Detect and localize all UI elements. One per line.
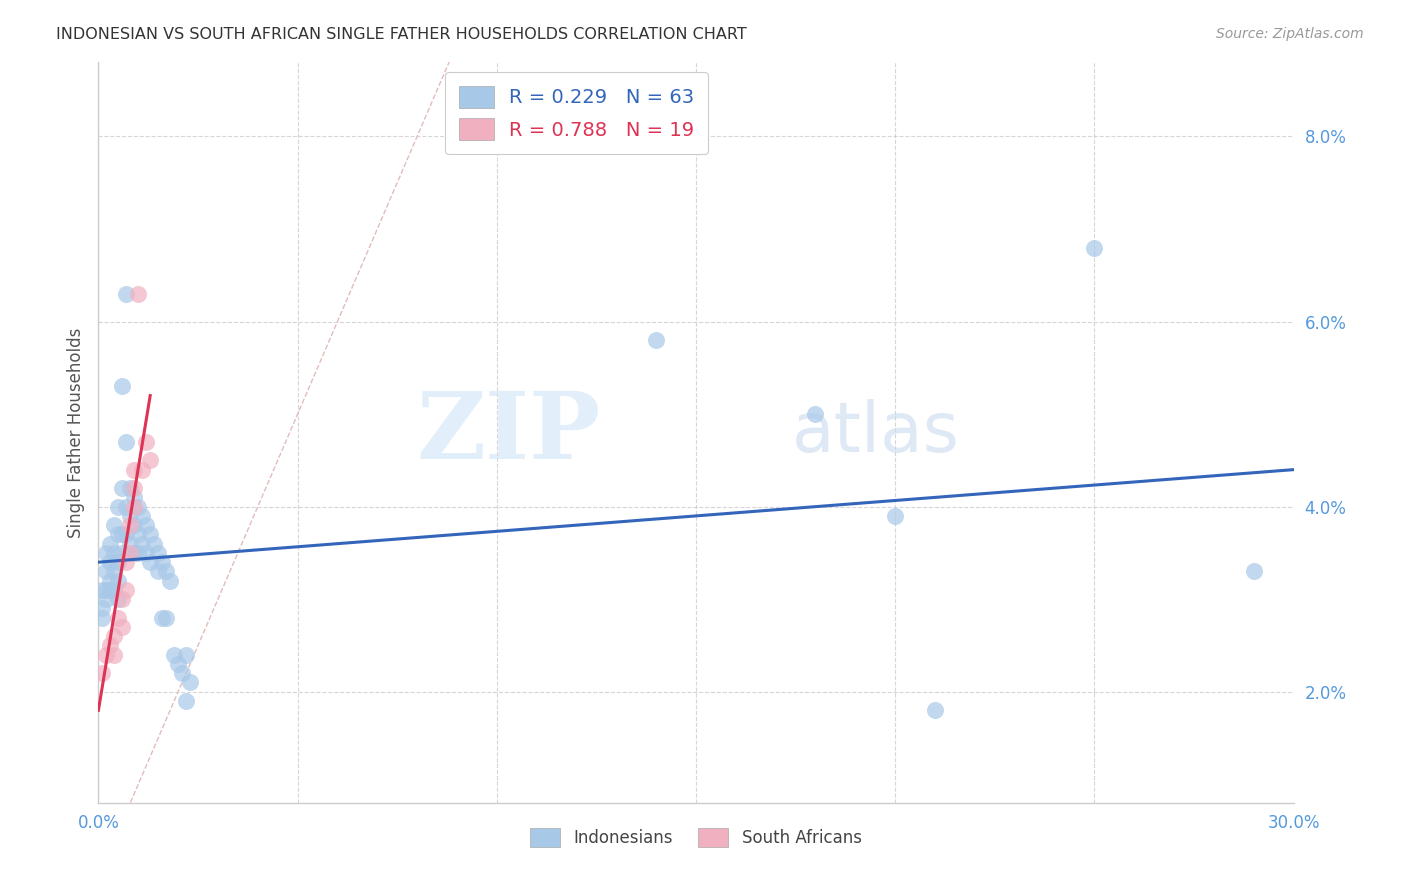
Point (107, 500, 129, 514)
Point (107, 574, 129, 588)
Point (124, 518, 146, 533)
Point (98, 639, 122, 653)
Point (155, 565, 177, 579)
Point (98, 582, 122, 597)
Point (107, 527, 129, 541)
Point (103, 648, 125, 662)
Point (135, 434, 157, 449)
Point (884, 508, 907, 523)
Point (111, 620, 134, 634)
Point (120, 508, 142, 523)
Point (139, 453, 162, 467)
Point (1243, 565, 1265, 579)
Point (135, 546, 157, 560)
Point (148, 546, 170, 560)
Point (124, 491, 146, 505)
Point (107, 592, 129, 607)
Point (107, 555, 129, 569)
Point (150, 610, 173, 624)
Point (91, 582, 114, 597)
Point (103, 546, 125, 560)
Point (120, 546, 142, 560)
Point (111, 546, 134, 560)
Point (91, 666, 114, 681)
Y-axis label: Single Father Households: Single Father Households (66, 327, 84, 538)
Point (150, 555, 173, 569)
Point (167, 657, 190, 671)
Text: INDONESIAN VS SOUTH AFRICAN SINGLE FATHER HOUSEHOLDS CORRELATION CHART: INDONESIAN VS SOUTH AFRICAN SINGLE FATHE… (56, 27, 747, 42)
Point (98, 555, 122, 569)
Point (174, 648, 197, 662)
Point (804, 407, 827, 421)
Point (96, 565, 118, 579)
Point (139, 527, 162, 541)
Text: ZIP: ZIP (416, 388, 600, 477)
Point (96, 582, 118, 597)
Point (127, 527, 149, 541)
Point (91, 601, 114, 615)
Point (115, 555, 138, 569)
Point (111, 379, 134, 393)
Point (179, 675, 201, 690)
Point (174, 694, 197, 708)
Point (115, 434, 138, 449)
Point (124, 462, 146, 476)
Point (115, 500, 138, 514)
Point (103, 582, 125, 597)
Point (135, 518, 157, 533)
Point (131, 508, 153, 523)
Point (172, 666, 194, 681)
Point (131, 462, 153, 476)
Point (159, 574, 181, 588)
Point (148, 565, 170, 579)
Point (127, 500, 149, 514)
Point (115, 286, 138, 301)
Point (131, 536, 153, 550)
Point (111, 592, 134, 607)
Point (107, 610, 129, 624)
Text: atlas: atlas (792, 399, 959, 467)
Text: Source: ZipAtlas.com: Source: ZipAtlas.com (1216, 27, 1364, 41)
Point (120, 481, 142, 495)
Point (111, 527, 134, 541)
Point (96, 592, 118, 607)
Point (120, 518, 142, 533)
Point (124, 500, 146, 514)
Point (91, 610, 114, 624)
Point (155, 610, 177, 624)
Point (645, 333, 668, 347)
Point (163, 648, 186, 662)
Point (127, 286, 149, 301)
Point (924, 703, 946, 717)
Legend: Indonesians, South Africans: Indonesians, South Africans (523, 822, 869, 854)
Point (115, 527, 138, 541)
Point (139, 555, 162, 569)
Point (98, 536, 122, 550)
Point (103, 518, 125, 533)
Point (103, 565, 125, 579)
Point (124, 546, 146, 560)
Point (143, 536, 166, 550)
Point (120, 536, 142, 550)
Point (115, 582, 138, 597)
Point (124, 481, 146, 495)
Point (96, 648, 118, 662)
Point (103, 629, 125, 643)
Point (96, 546, 118, 560)
Point (111, 481, 134, 495)
Point (98, 574, 122, 588)
Point (1083, 240, 1105, 254)
Point (127, 546, 149, 560)
